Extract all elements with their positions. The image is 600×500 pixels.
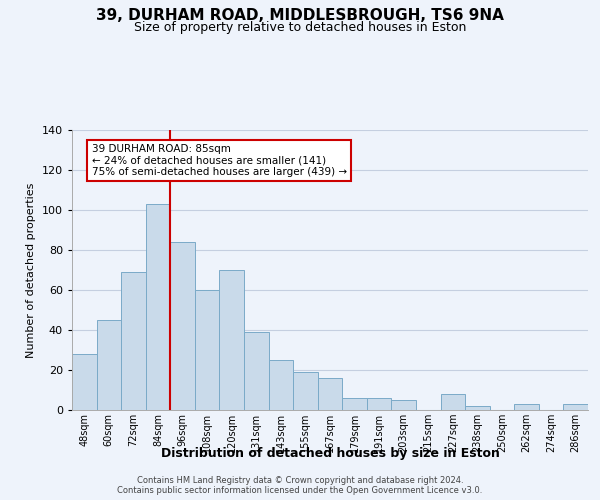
Text: Distribution of detached houses by size in Eston: Distribution of detached houses by size …	[161, 448, 499, 460]
Bar	[195, 290, 220, 410]
Bar	[220, 270, 244, 410]
Bar	[514, 404, 539, 410]
Bar	[121, 272, 146, 410]
Bar	[72, 354, 97, 410]
Text: 39, DURHAM ROAD, MIDDLESBROUGH, TS6 9NA: 39, DURHAM ROAD, MIDDLESBROUGH, TS6 9NA	[96, 8, 504, 22]
Bar	[146, 204, 170, 410]
Bar	[269, 360, 293, 410]
Bar	[563, 404, 588, 410]
Text: 39 DURHAM ROAD: 85sqm
← 24% of detached houses are smaller (141)
75% of semi-det: 39 DURHAM ROAD: 85sqm ← 24% of detached …	[92, 144, 347, 177]
Text: Contains HM Land Registry data © Crown copyright and database right 2024.
Contai: Contains HM Land Registry data © Crown c…	[118, 476, 482, 495]
Bar	[318, 378, 342, 410]
Bar	[97, 320, 121, 410]
Y-axis label: Number of detached properties: Number of detached properties	[26, 182, 36, 358]
Text: Size of property relative to detached houses in Eston: Size of property relative to detached ho…	[134, 21, 466, 34]
Bar	[170, 242, 195, 410]
Bar	[440, 394, 465, 410]
Bar	[342, 398, 367, 410]
Bar	[465, 406, 490, 410]
Bar	[391, 400, 416, 410]
Bar	[367, 398, 391, 410]
Bar	[293, 372, 318, 410]
Bar	[244, 332, 269, 410]
